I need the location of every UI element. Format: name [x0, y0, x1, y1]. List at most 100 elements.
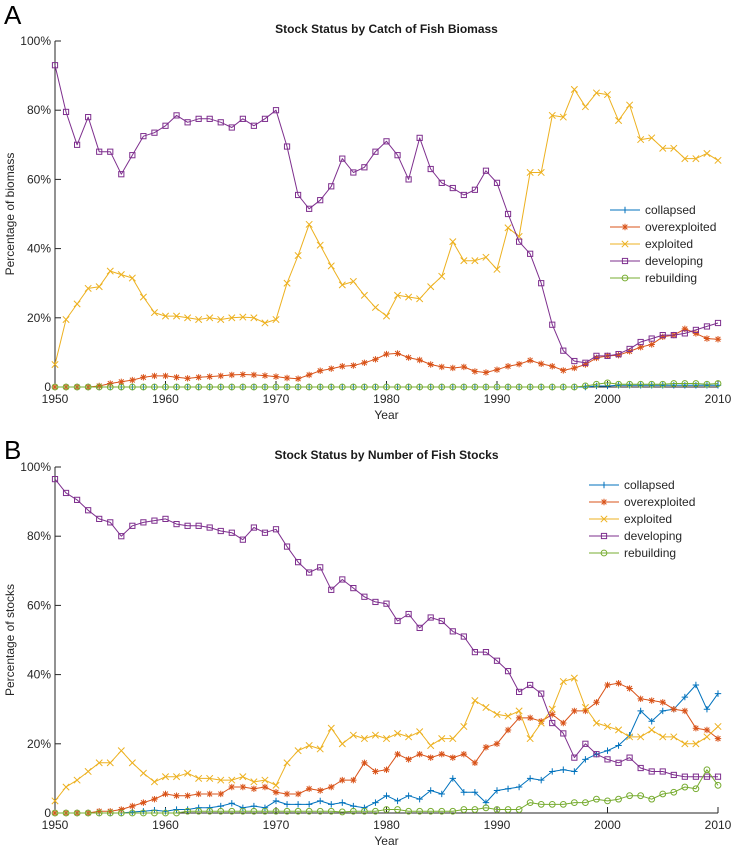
data-point-exploited [305, 220, 313, 228]
data-point-developing [140, 519, 147, 526]
data-point-rebuilding [84, 809, 92, 817]
data-point-overexploited [659, 333, 666, 341]
data-point-developing [504, 668, 512, 675]
data-point-overexploited [692, 330, 700, 337]
data-point-developing [140, 133, 147, 140]
data-point-rebuilding [162, 809, 169, 817]
data-point-rebuilding [173, 383, 180, 391]
data-point-developing [228, 529, 235, 536]
data-point-collapsed [239, 804, 247, 812]
legend-marker-collapsed [600, 481, 608, 489]
data-point-collapsed [361, 804, 368, 812]
data-point-developing [184, 522, 191, 529]
data-point-developing [637, 764, 644, 772]
data-point-exploited [239, 313, 247, 321]
data-point-developing [317, 197, 324, 204]
data-point-exploited [294, 747, 302, 755]
data-point-developing [162, 122, 169, 129]
data-point-overexploited [217, 372, 224, 380]
data-point-exploited [659, 733, 667, 741]
data-point-developing [261, 115, 269, 122]
data-point-rebuilding [62, 809, 70, 817]
data-point-overexploited [427, 361, 434, 368]
data-point-collapsed [538, 776, 545, 784]
data-point-exploited [537, 168, 545, 177]
data-point-developing [372, 598, 379, 606]
data-point-developing [195, 115, 202, 122]
data-point-overexploited [140, 799, 147, 806]
data-point-overexploited [637, 344, 644, 351]
data-point-collapsed [317, 797, 324, 805]
data-point-developing [648, 768, 655, 775]
data-point-rebuilding [681, 783, 689, 791]
legend-label-collapsed: collapsed [624, 478, 675, 492]
data-point-exploited [581, 103, 589, 111]
panel-letter-b: B [4, 435, 21, 465]
legend-marker-collapsed [621, 206, 629, 214]
data-point-developing [416, 624, 423, 631]
data-point-developing [107, 519, 114, 526]
data-point-developing [383, 138, 390, 145]
data-point-collapsed [648, 718, 655, 725]
legend-marker-developing [621, 257, 629, 265]
data-point-overexploited [151, 372, 158, 380]
data-point-developing [527, 681, 534, 689]
data-point-developing [482, 167, 490, 174]
data-point-developing [560, 347, 567, 354]
data-point-exploited [603, 722, 612, 731]
data-point-exploited [272, 781, 280, 789]
data-point-exploited [128, 274, 136, 282]
data-point-overexploited [449, 754, 456, 761]
data-point-overexploited [560, 367, 567, 374]
data-point-developing [670, 771, 677, 779]
data-point-overexploited [107, 808, 114, 815]
data-point-overexploited [317, 787, 324, 794]
data-point-developing [703, 323, 711, 330]
series-line-developing [54, 478, 718, 778]
data-point-exploited [338, 740, 346, 748]
data-point-exploited [504, 712, 512, 720]
data-point-collapsed [560, 766, 567, 773]
data-point-overexploited [416, 750, 423, 758]
data-point-collapsed [637, 707, 644, 715]
data-point-rebuilding [504, 383, 512, 391]
data-point-rebuilding [228, 383, 236, 391]
data-point-overexploited [405, 354, 412, 361]
data-point-exploited [405, 733, 413, 741]
data-point-exploited [371, 731, 380, 739]
data-point-rebuilding [361, 383, 368, 391]
data-point-exploited [283, 759, 291, 767]
data-point-rebuilding [559, 383, 567, 391]
data-point-exploited [161, 773, 170, 781]
data-point-developing [394, 152, 401, 159]
data-point-rebuilding [305, 807, 313, 815]
data-point-rebuilding [294, 807, 302, 815]
data-point-overexploited [549, 711, 556, 718]
data-point-overexploited [173, 792, 180, 799]
data-point-rebuilding [460, 806, 468, 813]
data-point-overexploited [571, 707, 578, 715]
data-point-developing [173, 520, 180, 528]
x-tick-label: 1990 [484, 392, 511, 406]
data-point-overexploited [692, 725, 700, 732]
data-point-rebuilding [106, 809, 114, 817]
data-point-overexploited [571, 364, 578, 372]
data-point-collapsed [228, 800, 235, 807]
data-point-rebuilding [349, 383, 357, 391]
data-point-exploited [548, 705, 556, 713]
data-point-exploited [626, 733, 634, 741]
data-point-overexploited [328, 365, 335, 372]
legend-label-exploited: exploited [645, 237, 693, 251]
data-point-rebuilding [372, 383, 379, 391]
data-point-overexploited [526, 714, 534, 722]
panel-letter-a: A [4, 0, 22, 30]
data-point-developing [328, 586, 335, 593]
data-point-exploited [95, 759, 103, 767]
data-point-developing [538, 690, 545, 697]
data-point-exploited [670, 144, 678, 152]
data-point-overexploited [681, 325, 689, 333]
data-point-overexploited [217, 790, 224, 798]
data-point-rebuilding [117, 383, 125, 391]
data-point-exploited [206, 774, 214, 782]
data-point-collapsed [571, 768, 578, 775]
